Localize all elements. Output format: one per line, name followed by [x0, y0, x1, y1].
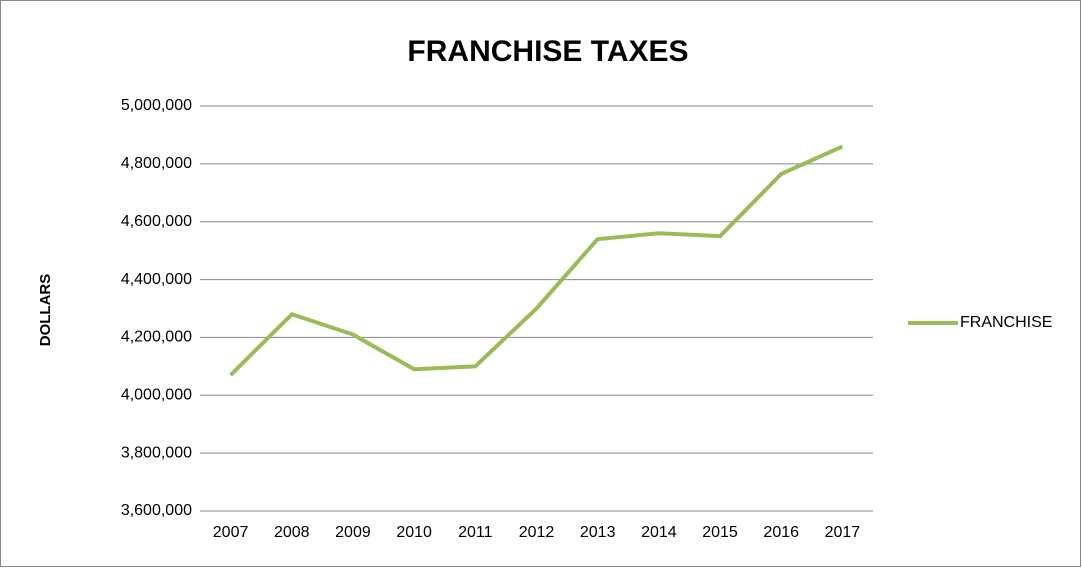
y-axis-label: DOLLARS: [37, 274, 54, 347]
x-tick-label: 2015: [702, 524, 738, 541]
y-tick-label: 4,600,000: [121, 213, 192, 230]
x-tick-label: 2010: [396, 524, 432, 541]
x-tick-label: 2012: [519, 524, 555, 541]
y-tick-label: 3,600,000: [121, 502, 192, 519]
x-tick-label: 2008: [274, 524, 310, 541]
x-tick-label: 2011: [458, 524, 493, 541]
x-tick-label: 2007: [213, 524, 249, 541]
x-tick-label: 2009: [335, 524, 371, 541]
y-tick-label: 4,200,000: [121, 329, 192, 346]
legend-label: FRANCHISE: [960, 314, 1052, 331]
y-tick-label: 5,000,000: [121, 97, 192, 114]
y-tick-label: 3,800,000: [121, 444, 192, 461]
x-tick-label: 2017: [825, 524, 861, 541]
y-tick-label: 4,000,000: [121, 387, 192, 404]
x-tick-label: 2016: [763, 524, 799, 541]
y-tick-label: 4,800,000: [121, 155, 192, 172]
y-tick-label: 4,400,000: [121, 271, 192, 288]
x-tick-label: 2014: [641, 524, 677, 541]
line-series: [229, 144, 844, 377]
chart-title: FRANCHISE TAXES: [407, 35, 688, 68]
x-tick-label: 2013: [580, 524, 616, 541]
